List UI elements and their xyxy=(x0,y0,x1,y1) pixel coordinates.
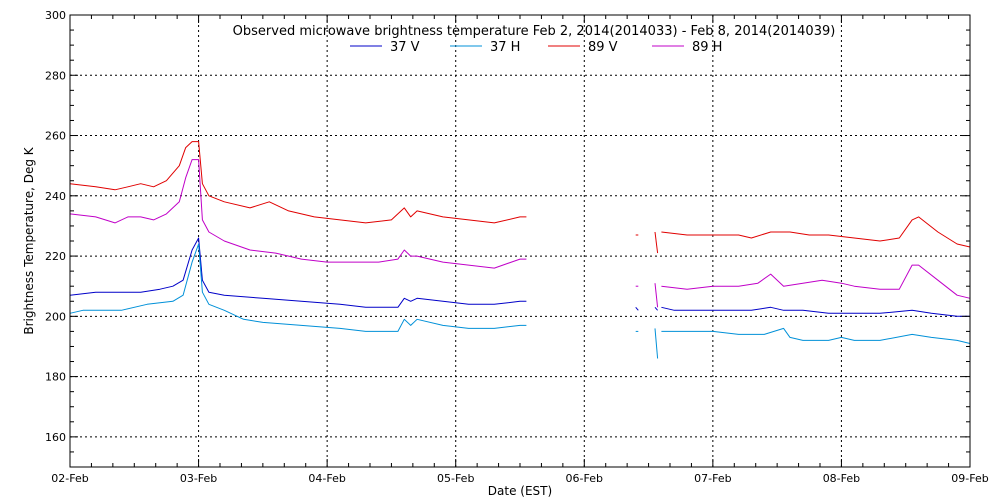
x-tick-label: 08-Feb xyxy=(823,472,860,485)
x-tick-label: 03-Feb xyxy=(180,472,217,485)
series-89-h xyxy=(69,159,971,308)
series-layer xyxy=(69,141,971,359)
series-line-37-h xyxy=(654,328,659,359)
series-line-89-h xyxy=(654,283,659,308)
tick-layer xyxy=(69,14,971,468)
series-89-v xyxy=(69,141,971,254)
x-tick-label: 09-Feb xyxy=(951,472,988,485)
series-line-89-v xyxy=(69,141,527,224)
y-tick-label: 200 xyxy=(45,310,66,323)
legend-label-89-v: 89 V xyxy=(588,40,618,55)
y-axis-title: Brightness Temperature, Deg K xyxy=(22,146,36,334)
y-tick-label: 160 xyxy=(45,431,66,444)
legend-label-89-h: 89 H xyxy=(692,40,722,55)
y-tick-label: 220 xyxy=(45,250,66,263)
series-37-h xyxy=(69,243,971,359)
y-tick-label: 280 xyxy=(45,69,66,82)
series-line-37-v xyxy=(661,306,970,317)
x-tick-label: 06-Feb xyxy=(566,472,603,485)
series-line-37-v xyxy=(635,306,639,311)
x-tick-labels: 02-Feb 03-Feb 04-Feb 05-Feb 06-Feb 07-Feb 08-F… xyxy=(51,472,988,485)
legend-label-37-v: 37 V xyxy=(390,40,420,55)
legend: 37 V 37 H 89 V 89 H xyxy=(350,40,722,55)
series-line-37-v xyxy=(654,306,658,311)
x-tick-label: 02-Feb xyxy=(51,472,88,485)
plot-frame xyxy=(69,14,971,468)
series-line-89-v xyxy=(661,216,971,248)
series-line-89-h xyxy=(69,159,527,269)
grid-layer xyxy=(70,15,970,467)
series-line-37-h xyxy=(69,243,527,332)
x-tick-label: 05-Feb xyxy=(437,472,474,485)
x-tick-label: 07-Feb xyxy=(694,472,731,485)
x-axis-title: Date (EST) xyxy=(488,484,552,498)
y-tick-labels: 160 180 200 220 240 260 280 300 xyxy=(45,9,66,444)
series-line-37-v xyxy=(69,237,527,308)
y-tick-label: 180 xyxy=(45,371,66,384)
series-line-89-v xyxy=(654,231,659,254)
x-tick-label: 04-Feb xyxy=(308,472,345,485)
series-line-37-h xyxy=(661,327,971,344)
series-37-v xyxy=(69,237,970,317)
legend-label-37-h: 37 H xyxy=(490,40,520,55)
y-tick-label: 300 xyxy=(45,9,66,22)
y-tick-label: 240 xyxy=(45,190,66,203)
y-tick-label: 260 xyxy=(45,130,66,143)
chart-title: Observed microwave brightness temperatur… xyxy=(233,24,836,39)
series-line-89-h xyxy=(661,264,971,299)
